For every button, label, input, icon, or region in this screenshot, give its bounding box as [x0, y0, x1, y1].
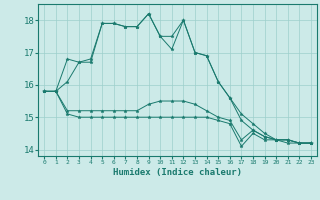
X-axis label: Humidex (Indice chaleur): Humidex (Indice chaleur): [113, 168, 242, 177]
